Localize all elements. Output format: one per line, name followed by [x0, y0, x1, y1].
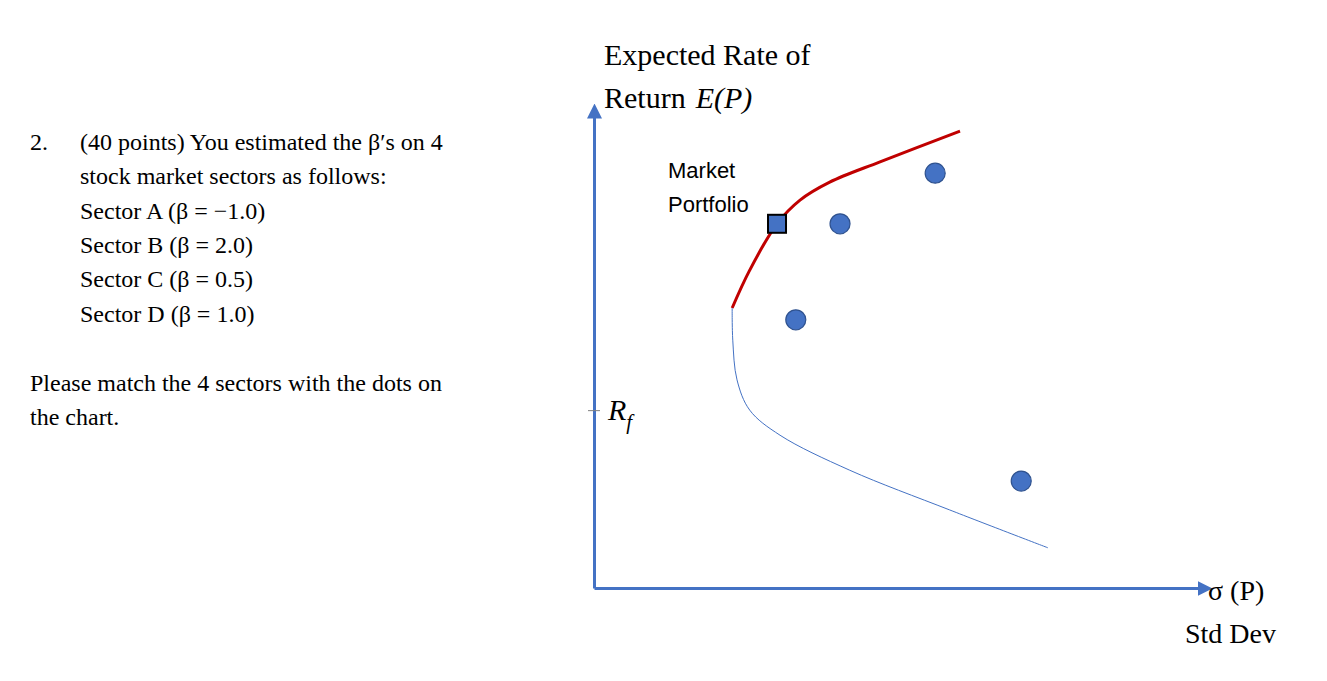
question-number: 2.: [30, 129, 48, 155]
tick: Rf: [588, 393, 635, 434]
figure: 2. (40 points) You estimated the β′s on 4…: [0, 0, 1327, 681]
annotation: Portfolio: [668, 192, 749, 217]
dot: [925, 163, 945, 183]
x-axis-title-symbol: σ (P): [1208, 575, 1264, 606]
curve: [732, 308, 1048, 548]
question-line: Sector B (β = 2.0): [80, 232, 253, 258]
dot: [1011, 471, 1031, 491]
y-axis: Rf: [588, 116, 635, 589]
tick-label: Rf: [607, 393, 635, 434]
y-axis-title-text: Return: [604, 81, 686, 114]
y-axis-title-symbol: E(P): [695, 81, 753, 115]
tick-label-main: R: [607, 393, 626, 426]
question-line: stock market sectors as follows:: [80, 163, 387, 189]
y-axis-title-line: Expected Rate of: [604, 38, 811, 71]
market-portfolio-marker: [768, 215, 786, 233]
question-line: Sector C (β = 0.5): [80, 266, 253, 292]
curve: [732, 131, 960, 308]
instruction-line: Please match the 4 sectors with the dots…: [30, 370, 442, 396]
x-axis: [595, 588, 1201, 589]
y-axis-line: [593, 116, 596, 589]
y-axis-title-line: Return E(P): [604, 81, 752, 115]
question: 2. (40 points) You estimated the β′s on 4…: [30, 129, 443, 430]
x-axis-title: σ (P) Std Dev: [1185, 575, 1276, 649]
instruction-line: the chart.: [30, 404, 119, 430]
dot: [786, 310, 806, 330]
y-axis-title: Expected Rate of Return E(P): [604, 38, 811, 115]
question-line: (40 points) You estimated the β′s on 4: [80, 129, 443, 155]
x-axis-line: [595, 587, 1201, 590]
tick-label-subscript: f: [626, 410, 635, 434]
dot: [830, 214, 850, 234]
x-axis-title-text: Std Dev: [1185, 618, 1276, 649]
y-axis-title-text: Expected Rate of: [604, 38, 811, 71]
plot-area: [732, 131, 1048, 548]
tick-mark: [588, 410, 600, 411]
question-line: Sector D (β = 1.0): [80, 301, 254, 327]
question-line: Sector A (β = −1.0): [80, 198, 265, 224]
annotation: Market: [668, 158, 735, 183]
